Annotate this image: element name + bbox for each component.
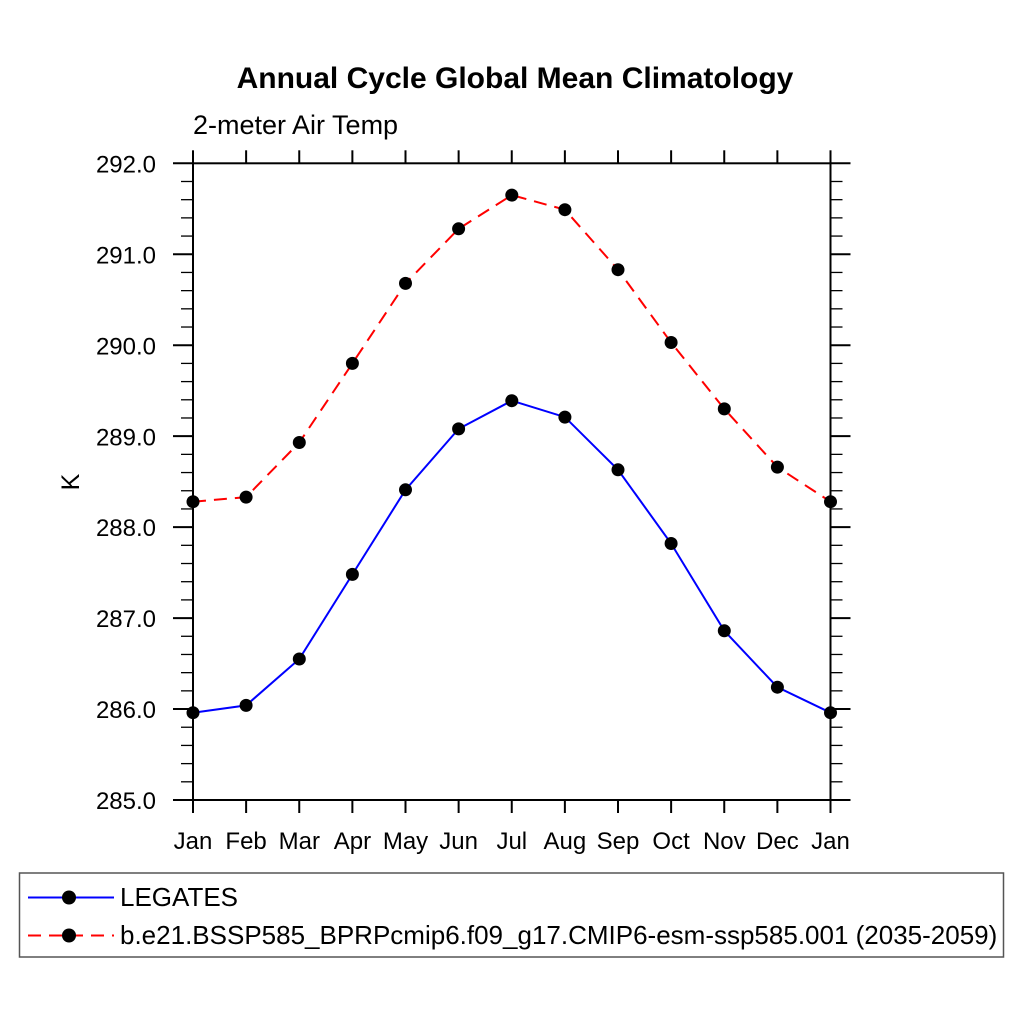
- data-point: [292, 436, 306, 449]
- data-point: [770, 680, 784, 694]
- data-point: [558, 203, 572, 217]
- legend-label-legates: LEGATES: [120, 882, 238, 912]
- y-tick-label: 291.0: [96, 242, 156, 269]
- y-tick-label: 290.0: [96, 333, 156, 360]
- x-tick-label: Jan: [174, 828, 213, 855]
- data-point: [186, 495, 200, 509]
- data-point: [452, 222, 466, 236]
- data-point: [770, 460, 784, 474]
- data-point: [239, 490, 253, 504]
- data-point: [399, 483, 412, 497]
- y-tick-labels: 292.0 291.0 290.0 289.0 288.0 287.0 286.…: [96, 152, 156, 816]
- x-tick-label: Jul: [496, 828, 527, 855]
- legend-label-model: b.e21.BSSP585_BPRPcmip6.f09_g17.CMIP6-es…: [120, 920, 997, 950]
- data-point: [186, 706, 200, 720]
- y-tick-label: 285.0: [96, 788, 156, 815]
- chart-subtitle: 2-meter Air Temp: [193, 110, 398, 140]
- data-point: [611, 463, 625, 477]
- x-tick-label: Jun: [439, 828, 478, 855]
- chart-title: Annual Cycle Global Mean Climatology: [237, 62, 794, 95]
- data-point: [717, 624, 731, 638]
- x-tick-label: May: [383, 828, 428, 855]
- data-point: [345, 356, 359, 370]
- series-model: [186, 188, 837, 509]
- data-point: [664, 537, 678, 550]
- x-tick-label: Dec: [756, 828, 799, 855]
- data-point: [558, 410, 572, 424]
- legend-marker-legates: [62, 890, 76, 905]
- x-tick-label: Apr: [334, 828, 371, 855]
- data-point: [824, 495, 837, 509]
- y-tick-label: 292.0: [96, 152, 156, 179]
- x-tick-label: Feb: [225, 828, 266, 855]
- series-legates: [186, 394, 837, 720]
- x-tick-label: Jan: [811, 828, 850, 855]
- y-tick-label: 287.0: [96, 606, 156, 633]
- x-tick-label: Oct: [652, 828, 690, 855]
- x-tick-labels: Jan Feb Mar Apr May Jun Jul Aug Sep Oct …: [174, 828, 850, 855]
- y-tick-label: 286.0: [96, 697, 156, 724]
- data-point: [452, 422, 466, 436]
- data-point: [717, 402, 731, 416]
- x-tick-label: Mar: [279, 828, 320, 855]
- data-point: [664, 336, 678, 349]
- data-point: [399, 276, 412, 290]
- data-point: [239, 698, 253, 712]
- data-point: [345, 567, 359, 581]
- data-point: [611, 263, 625, 277]
- legend-marker-model: [62, 928, 76, 943]
- y-tick-label: 288.0: [96, 515, 156, 542]
- data-point: [505, 394, 519, 408]
- data-point: [292, 652, 306, 666]
- x-tick-label: Aug: [544, 828, 587, 855]
- x-tick-label: Nov: [703, 828, 746, 855]
- x-tick-label: Sep: [597, 828, 640, 855]
- legend-box: [18, 872, 1005, 958]
- data-point: [505, 188, 519, 202]
- y-axis-label: K: [57, 473, 85, 490]
- legend: LEGATES b.e21.BSSP585_BPRPcmip6.f09_g17.…: [18, 872, 1005, 958]
- data-series: [186, 188, 837, 720]
- y-tick-label: 289.0: [96, 424, 156, 451]
- data-point: [824, 706, 837, 720]
- axes-and-ticks: [173, 150, 851, 813]
